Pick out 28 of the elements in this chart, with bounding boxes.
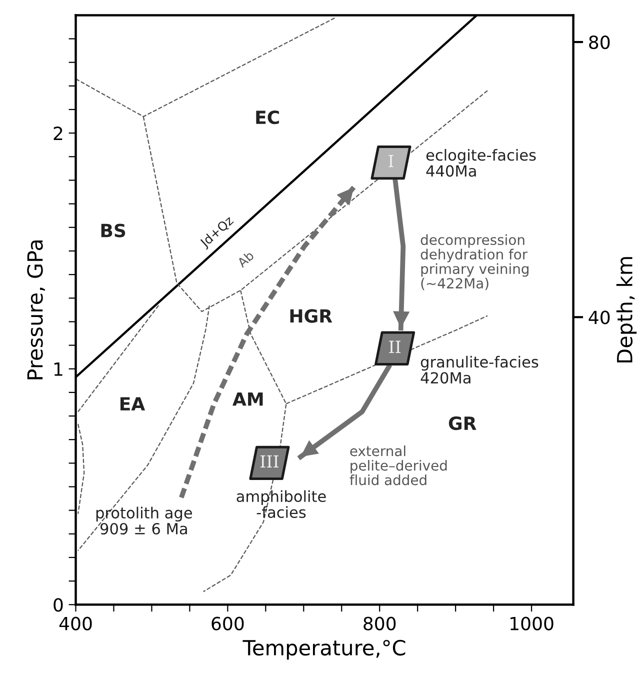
annotation: HGR (290, 309, 332, 323)
y-tick-label: 2 (54, 126, 62, 140)
x-tick-label: 1000 (510, 616, 554, 630)
x-tick-label: 800 (364, 616, 396, 630)
y2-axis-title: Depth, km (616, 257, 637, 362)
x-tick-label: 400 (59, 616, 92, 630)
annotation: granulite-facies 420Ma (420, 356, 538, 384)
y2-tick-label: 80 (589, 35, 610, 50)
y-axis-title: Pressure, GPa (27, 240, 45, 380)
y-tick-label: 1 (54, 362, 62, 376)
annotation: II (389, 340, 400, 353)
annotation: GR (448, 416, 476, 430)
annotation: protolith age 909 ± 6 Ma (96, 506, 192, 535)
annotation: amphibolite -facies (236, 490, 326, 518)
annotation: eclogite-facies 440Ma (426, 148, 536, 177)
annotation: AM (232, 392, 263, 406)
annotation: Ab (236, 250, 254, 268)
annotation: decompression dehydration for primary veining (~422Ma) (420, 234, 528, 290)
annotation: I (388, 155, 394, 168)
y2-tick-label: 40 (588, 310, 610, 324)
annotation: external pelite–derived fluid added (350, 445, 447, 486)
x-tick-label: 600 (212, 616, 244, 630)
annotation: EC (256, 110, 279, 124)
annotation: III (260, 455, 278, 468)
annotation: BS (101, 224, 126, 238)
y-tick-label: 0 (54, 598, 63, 612)
x-axis-title: Temperature,°C (242, 640, 406, 660)
annotation: EA (120, 397, 146, 410)
